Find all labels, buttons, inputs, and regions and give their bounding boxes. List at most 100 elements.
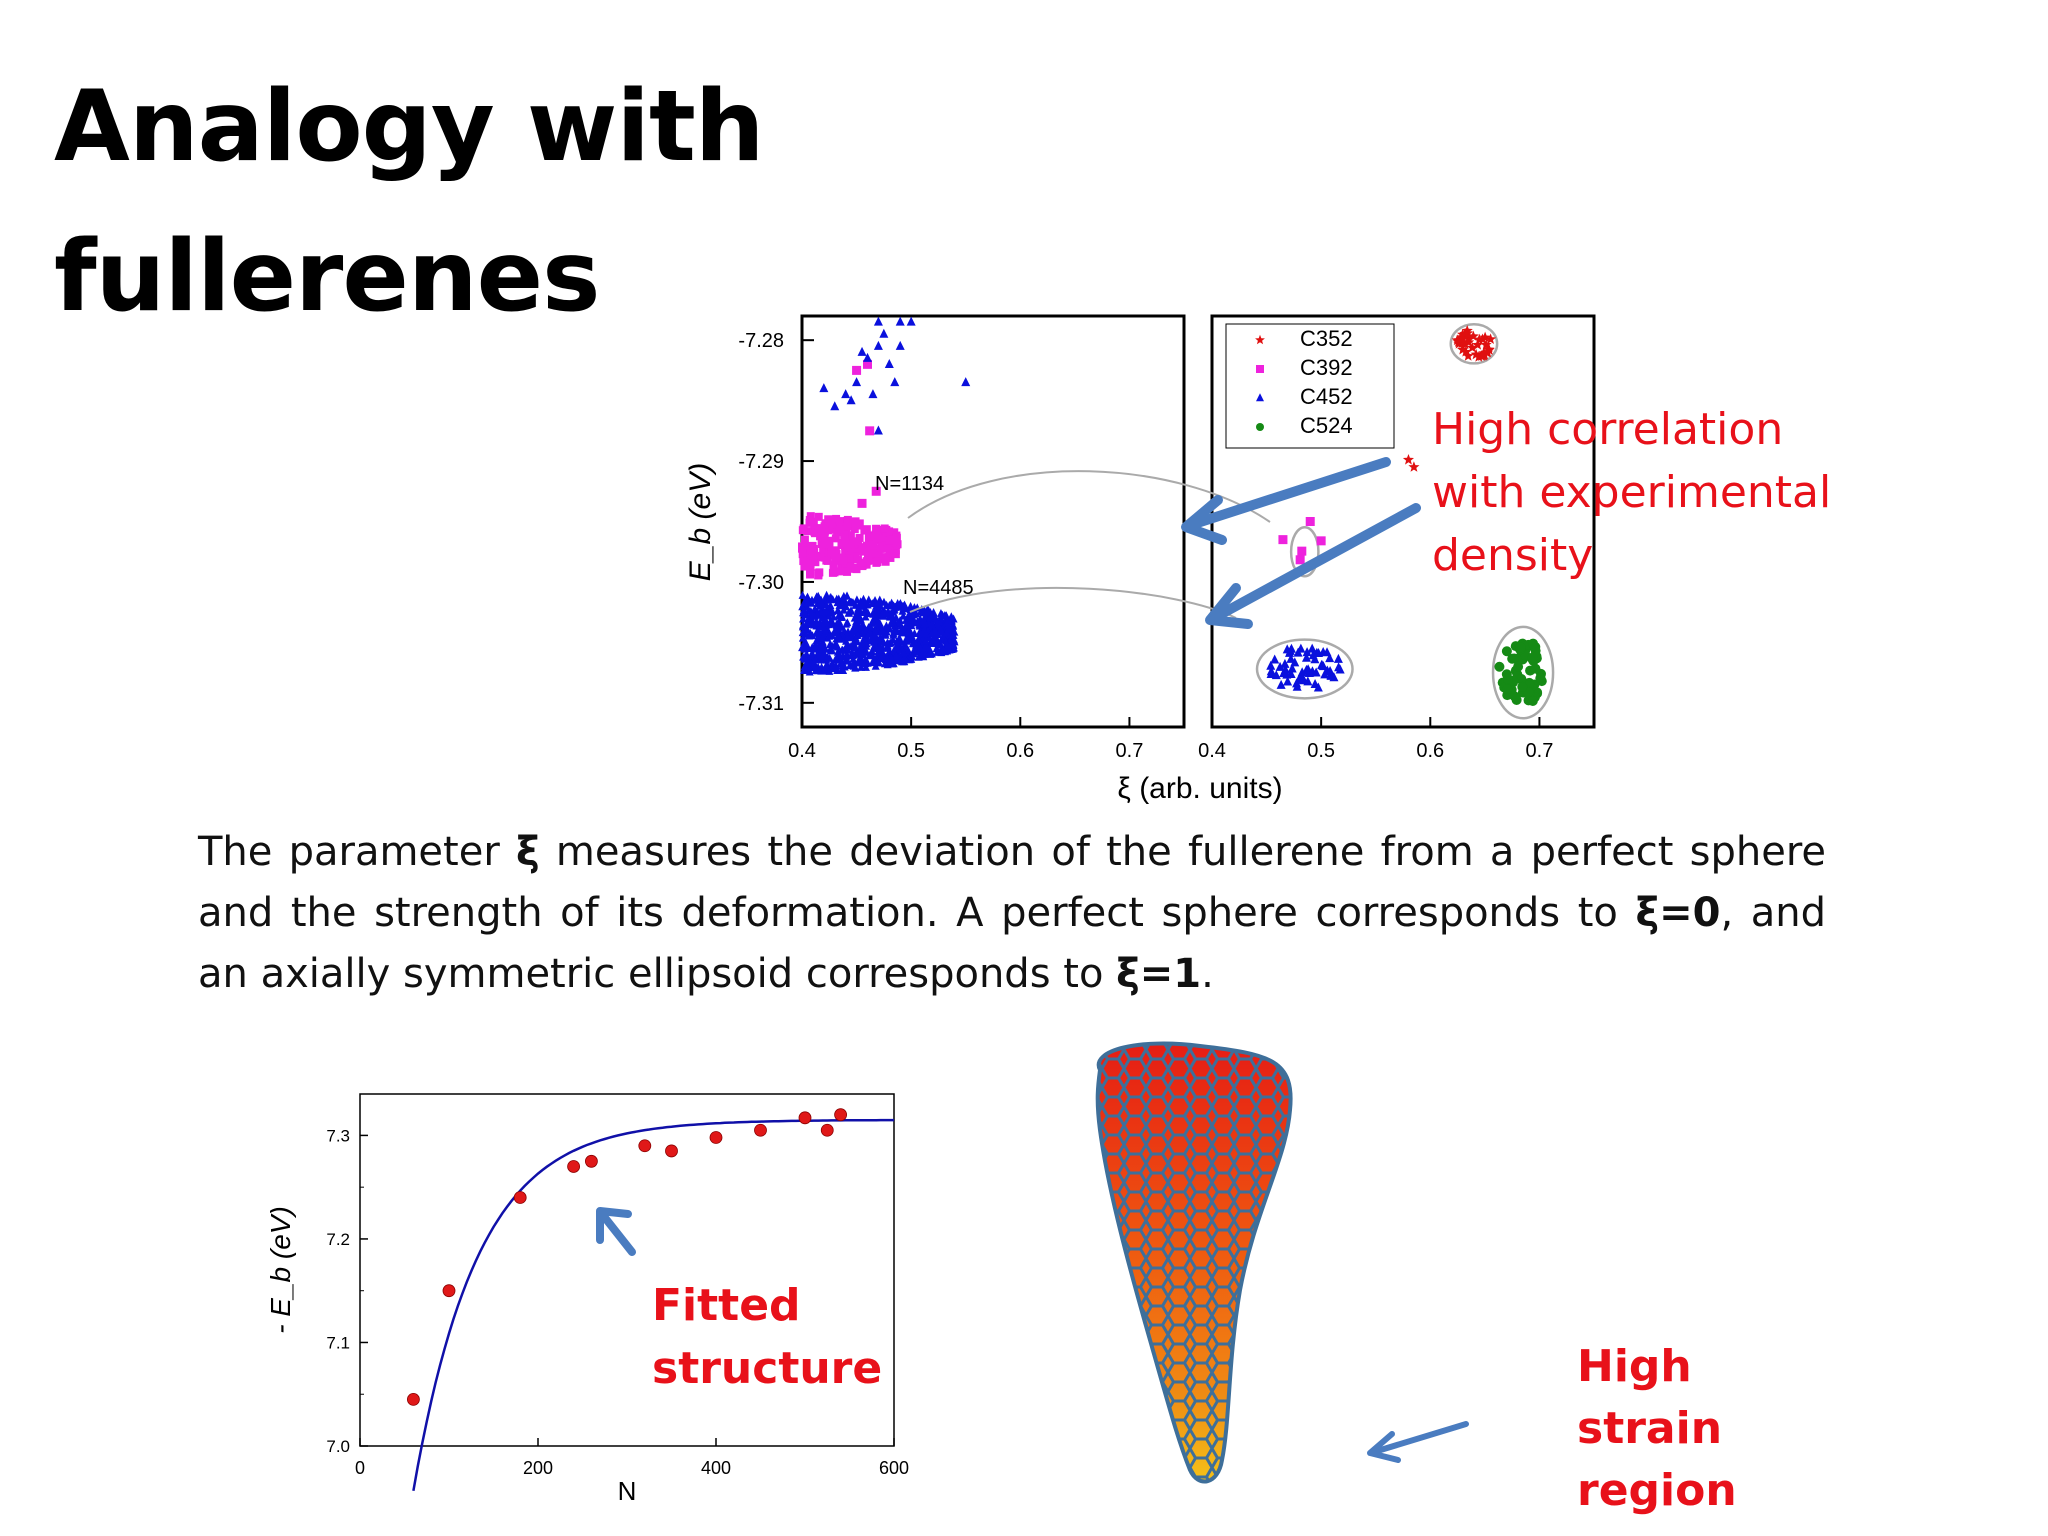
correlation-line-1: High correlation <box>1432 404 1784 455</box>
left-point-C452 <box>842 636 851 645</box>
right-point-C452 <box>1303 676 1313 686</box>
left-point-C392 <box>874 551 883 560</box>
left-point-C452 <box>882 643 891 652</box>
left-outlier-C452 <box>884 358 894 368</box>
right-point-C452 <box>1285 647 1295 657</box>
left-point-C452 <box>927 638 936 647</box>
right-point-C352 <box>1483 343 1495 355</box>
left-point-C392 <box>854 537 863 546</box>
right-point-C452 <box>1276 679 1286 689</box>
left-point-C452 <box>871 626 880 635</box>
left-point-C392 <box>800 535 809 544</box>
left-point-C452 <box>921 636 930 645</box>
right-point-C524 <box>1502 684 1513 695</box>
left-point-C392 <box>827 548 836 557</box>
right-point-C452 <box>1292 681 1302 691</box>
left-point-C392 <box>835 525 844 534</box>
fit-data-point <box>834 1108 847 1122</box>
left-point-C452 <box>931 626 940 635</box>
fit-xlabel: N <box>618 1476 637 1506</box>
left-point-C452 <box>933 647 942 656</box>
left-point-C392 <box>869 549 878 558</box>
left-point-C392 <box>883 544 892 553</box>
right-point-C452 <box>1302 647 1312 657</box>
left-point-C452 <box>874 599 883 608</box>
cluster-ellipse-C452 <box>1255 638 1354 700</box>
left-point-C452 <box>925 649 934 658</box>
desc-text-1: The parameter <box>198 829 516 875</box>
left-point-C452 <box>858 629 867 638</box>
left-point-C392 <box>864 532 873 541</box>
left-point-C452 <box>832 624 841 633</box>
right-point-C524 <box>1535 673 1546 684</box>
description-paragraph: The parameter ξ measures the deviation o… <box>198 822 1826 1005</box>
left-point-C392 <box>889 549 898 558</box>
left-point-C452 <box>936 625 945 634</box>
left-outlier-C392 <box>865 426 875 436</box>
strain-line-2: strain <box>1577 1403 1723 1454</box>
legend: C352 C392 C452 C524 <box>1255 326 1353 438</box>
left-point-C452 <box>881 630 890 639</box>
left-point-C392 <box>879 553 888 562</box>
left-point-C392 <box>806 512 815 521</box>
left-point-C452 <box>875 641 884 650</box>
fitted-line-2: structure <box>652 1343 883 1394</box>
left-point-C452 <box>942 611 951 620</box>
left-point-C452 <box>848 641 857 650</box>
right-point-C452 <box>1266 660 1276 670</box>
connector-arc-1 <box>907 470 1271 523</box>
left-point-C392 <box>886 535 895 544</box>
strain-annotation: High strain region <box>1577 1336 1737 1522</box>
left-ytick-label: -7.29 <box>738 451 784 473</box>
right-outlier-C392 <box>1305 517 1315 526</box>
left-point-C392 <box>827 515 836 524</box>
left-point-C452 <box>798 590 807 599</box>
left-point-C452 <box>867 650 876 659</box>
right-outlier-C392 <box>1316 536 1326 546</box>
left-ytick-label: -7.28 <box>738 330 784 352</box>
left-point-C452 <box>887 598 896 607</box>
fit-data-point <box>709 1131 723 1144</box>
left-point-C452 <box>873 658 882 667</box>
left-point-C392 <box>881 557 890 566</box>
left-point-C452 <box>839 665 848 674</box>
legend-marker-C452 <box>1256 393 1264 402</box>
left-point-C452 <box>927 619 936 628</box>
left-point-C452 <box>812 593 821 602</box>
left-point-C452 <box>849 598 858 607</box>
fitted-structure-annotation: Fitted structure <box>652 1274 882 1400</box>
left-point-C452 <box>862 641 871 650</box>
left-outlier-C452 <box>873 316 883 326</box>
left-point-C452 <box>922 629 931 638</box>
top-scatter-svg: -7.28-7.29-7.30-7.310.4 0.5 0.6 0.7 0.4 0.5 0… <box>684 314 1596 805</box>
fullerene-svg <box>1095 1041 1293 1484</box>
left-point-C452 <box>868 658 877 667</box>
left-point-C452 <box>799 620 808 629</box>
left-outlier-C452 <box>819 383 829 393</box>
right-point-C452 <box>1279 668 1289 678</box>
left-point-C392 <box>822 556 831 565</box>
right-point-C452 <box>1326 670 1336 680</box>
left-point-C452 <box>800 598 809 607</box>
right-outlier-C392 <box>1278 535 1288 545</box>
left-point-C452 <box>896 656 905 665</box>
left-point-C452 <box>864 629 873 638</box>
legend-label-C392: C392 <box>1300 355 1353 380</box>
left-point-C452 <box>827 606 836 615</box>
left-point-C452 <box>835 601 844 610</box>
fit-ytick-label: 7.2 <box>326 1230 350 1249</box>
fit-data-point <box>798 1111 812 1125</box>
left-point-C452 <box>842 602 851 611</box>
right-point-C524 <box>1527 696 1538 707</box>
left-point-C452 <box>892 637 901 646</box>
left-point-C392 <box>831 546 840 555</box>
fit-xtick-label: 600 <box>879 1458 909 1478</box>
left-ytick-label: -7.30 <box>738 572 784 594</box>
desc-xi1: ξ=1 <box>1116 951 1202 997</box>
fit-xtick-label: 200 <box>523 1458 553 1478</box>
left-point-C452 <box>810 611 819 620</box>
left-point-C452 <box>876 654 885 663</box>
left-point-C392 <box>872 524 881 533</box>
right-point-C452 <box>1296 643 1306 653</box>
left-point-C452 <box>918 650 927 659</box>
